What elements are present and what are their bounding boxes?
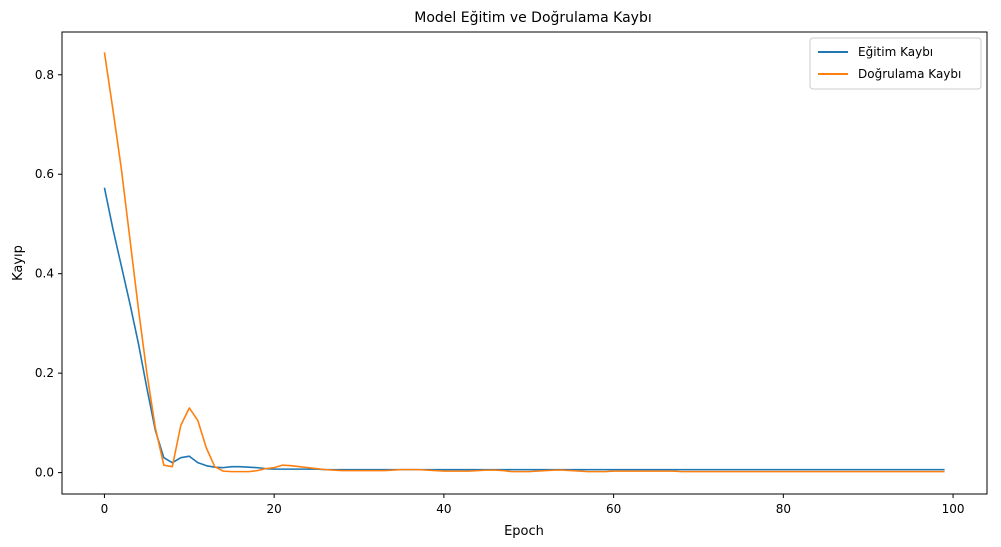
x-tick-label: 20 <box>267 502 282 516</box>
chart-title: Model Eğitim ve Doğrulama Kaybı <box>414 10 652 26</box>
x-axis: 0 20 40 60 80 100 <box>101 494 965 516</box>
series-line-dogrulama-kaybi <box>103 52 945 473</box>
x-tick-label: 60 <box>606 502 621 516</box>
y-tick-label: 0.0 <box>35 466 54 480</box>
legend-label: Doğrulama Kaybı <box>858 67 961 81</box>
y-tick-label: 0.6 <box>35 167 54 181</box>
series-layer <box>103 52 945 473</box>
x-tick-label: 40 <box>436 502 451 516</box>
y-axis-label: Kayıp <box>11 245 26 281</box>
y-axis: 0.0 0.2 0.4 0.6 0.8 <box>35 68 62 480</box>
x-axis-label: Epoch <box>504 524 544 539</box>
y-tick-label: 0.2 <box>35 366 54 380</box>
y-tick-label: 0.8 <box>35 68 54 82</box>
y-tick-label: 0.4 <box>35 267 54 281</box>
series-line-egitim-kaybi <box>103 187 945 471</box>
legend-label: Eğitim Kaybı <box>858 45 933 59</box>
legend-box <box>809 37 982 90</box>
legend: Eğitim Kaybı Doğrulama Kaybı <box>809 37 982 90</box>
plot-frame <box>61 31 988 495</box>
x-tick-label: 80 <box>776 502 791 516</box>
x-tick-label: 0 <box>101 502 109 516</box>
x-tick-label: 100 <box>942 502 965 516</box>
